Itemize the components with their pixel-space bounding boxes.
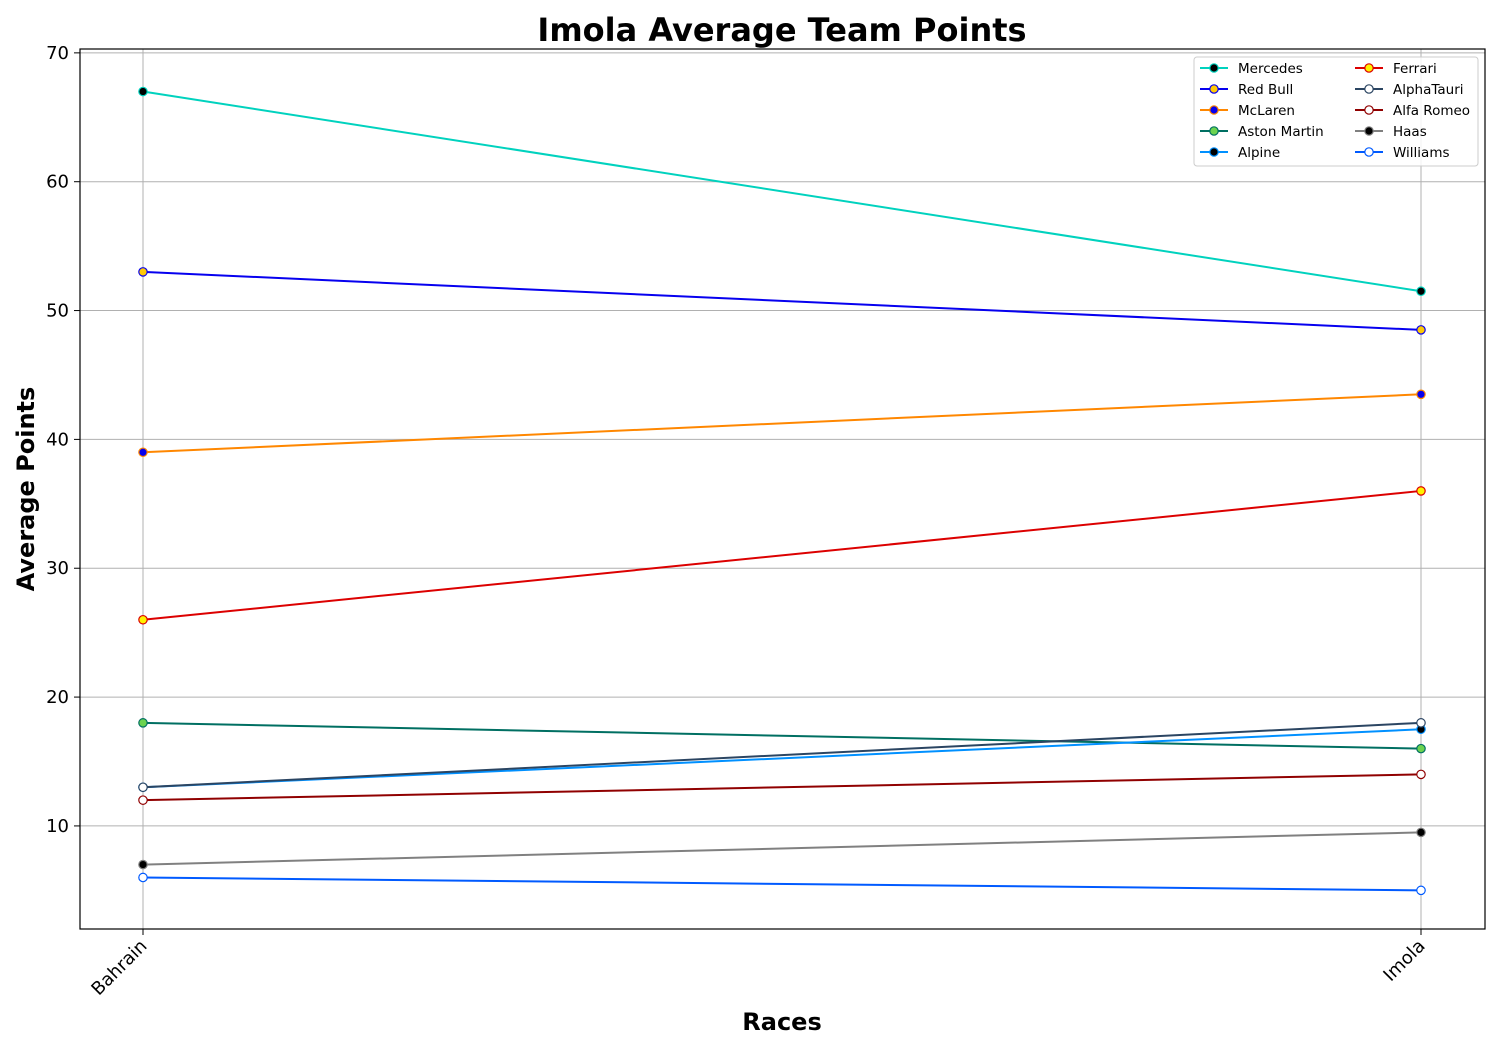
chart-title: Imola Average Team Points xyxy=(537,11,1026,49)
data-point-aston-martin-1 xyxy=(1416,743,1426,754)
series-line-alpine xyxy=(142,728,1422,789)
legend-marker-alfa-romeo xyxy=(1364,105,1374,115)
x-tick-label-1: Imola xyxy=(1379,936,1429,986)
legend-label-mercedes: Mercedes xyxy=(1238,61,1303,77)
legend-label-mclaren: McLaren xyxy=(1238,103,1295,119)
legend-label-alfa-romeo: Alfa Romeo xyxy=(1393,103,1470,119)
axis-layer: 10 20 30 40 50 60 70 Bahrain Imola xyxy=(46,43,1429,1000)
legend-label-williams: Williams xyxy=(1393,145,1450,161)
data-point-ferrari-0 xyxy=(138,614,148,625)
y-tick-label-0: 10 xyxy=(46,816,69,837)
series-line-mclaren xyxy=(142,393,1422,454)
legend-marker-mercedes xyxy=(1209,63,1219,73)
data-point-haas-0 xyxy=(138,859,148,870)
data-point-ferrari-1 xyxy=(1416,486,1426,496)
data-point-red-bull-1 xyxy=(1416,325,1426,335)
y-tick-label-5: 60 xyxy=(46,172,69,193)
legend-label-alpine: Alpine xyxy=(1238,145,1280,161)
x-tick-label-0: Bahrain xyxy=(87,936,151,1000)
series-line-haas xyxy=(142,831,1422,866)
series-line-alphatauri xyxy=(142,721,1422,789)
y-tick-label-1: 20 xyxy=(46,687,69,708)
series-layer xyxy=(138,86,1426,896)
legend-label-alphatauri: AlphaTauri xyxy=(1393,82,1464,98)
plot-frame xyxy=(79,48,1486,930)
y-tick-label-4: 50 xyxy=(46,301,69,322)
y-axis-label: Average Points xyxy=(12,387,40,592)
legend-marker-mclaren xyxy=(1209,105,1219,115)
y-tick-label-2: 30 xyxy=(46,558,69,579)
series-line-red-bull xyxy=(142,270,1422,331)
legend-marker-alpine xyxy=(1209,147,1219,157)
legend-marker-red-bull xyxy=(1209,84,1219,94)
legend-label-aston-martin: Aston Martin xyxy=(1238,124,1324,140)
y-tick-label-6: 70 xyxy=(46,43,69,64)
series-line-alfa-romeo xyxy=(142,773,1422,802)
series-line-mercedes xyxy=(142,90,1422,293)
series-line-ferrari xyxy=(142,489,1422,621)
data-point-alfa-romeo-0 xyxy=(138,795,148,805)
legend-marker-alphatauri xyxy=(1364,84,1374,94)
data-point-alphatauri-0 xyxy=(138,782,148,793)
legend-marker-haas xyxy=(1364,126,1374,136)
legend-marker-aston-martin xyxy=(1209,126,1219,136)
legend-box xyxy=(1193,56,1479,167)
series-line-aston-martin xyxy=(142,721,1422,750)
legend-label-haas: Haas xyxy=(1393,124,1427,140)
data-point-mercedes-0 xyxy=(138,86,148,97)
legend-marker-williams xyxy=(1364,147,1374,157)
data-point-alphatauri-1 xyxy=(1416,718,1426,728)
data-point-williams-1 xyxy=(1416,885,1426,896)
data-point-mclaren-1 xyxy=(1416,389,1426,400)
data-point-red-bull-0 xyxy=(138,267,148,277)
data-point-haas-1 xyxy=(1416,827,1426,838)
data-point-aston-martin-0 xyxy=(138,718,148,728)
legend-label-red-bull: Red Bull xyxy=(1238,82,1293,98)
x-axis-label: Races xyxy=(742,1008,821,1036)
data-point-mclaren-0 xyxy=(138,447,148,458)
legend-label-ferrari: Ferrari xyxy=(1393,61,1437,77)
legend-marker-ferrari xyxy=(1364,63,1374,73)
data-point-alfa-romeo-1 xyxy=(1416,769,1426,780)
y-tick-label-3: 40 xyxy=(46,429,69,450)
legend: Mercedes Red Bull McLaren Aston Martin Alpin… xyxy=(1193,56,1479,167)
data-point-mercedes-1 xyxy=(1416,286,1426,297)
series-line-williams xyxy=(142,876,1422,892)
data-point-williams-0 xyxy=(138,872,148,883)
